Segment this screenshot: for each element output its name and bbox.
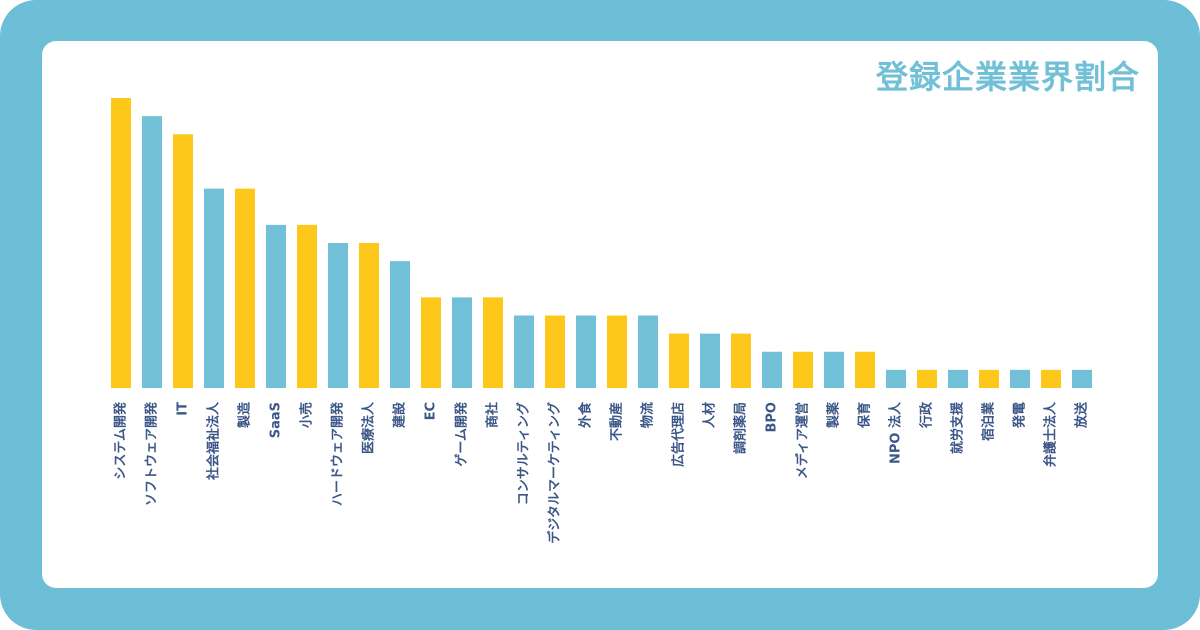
x-tick-label: 放送 [1074, 401, 1090, 429]
x-tick-label: 社会福祉法人 [206, 401, 222, 481]
x-tick-label: 行政 [919, 401, 935, 429]
x-tick-label: 外食 [578, 401, 594, 429]
bar-18 [669, 333, 689, 388]
bar-5 [266, 224, 286, 388]
x-tick-label: 商社 [485, 402, 501, 428]
bar-21 [762, 351, 782, 388]
x-tick-label: 保育 [857, 402, 873, 429]
x-tick-label: 人材 [702, 402, 718, 428]
x-tick-label: 発電 [1012, 402, 1028, 429]
x-tick-label: デジタルマーケティング [547, 402, 563, 544]
x-tick-label: IT [176, 402, 191, 416]
bar-6 [297, 224, 317, 388]
x-tick-label: ゲーム開発 [454, 401, 470, 467]
x-tick-label: コンサルティング [516, 402, 532, 505]
x-tick-label: ソフトウェア開発 [144, 401, 160, 506]
x-tick-label: システム開発 [113, 401, 129, 480]
x-tick-label: メディア運営 [795, 402, 811, 479]
chart-card [42, 41, 1158, 588]
bar-25 [886, 369, 906, 388]
x-tick-label: SaaS [269, 402, 284, 438]
bar-3 [204, 188, 224, 388]
x-tick-label: 広告代理店 [671, 402, 687, 467]
x-tick-label: 製造 [237, 401, 253, 429]
bar-13 [514, 315, 534, 388]
bar-16 [607, 315, 627, 388]
bar-20 [731, 333, 751, 388]
x-tick-label: 調剤薬局 [733, 402, 749, 454]
x-tick-label: 物流 [640, 402, 656, 428]
bar-0 [111, 98, 131, 388]
bar-11 [452, 297, 472, 388]
x-tick-label: 小売 [299, 402, 315, 428]
bar-8 [359, 243, 379, 388]
bar-2 [173, 134, 193, 388]
x-tick-label: 不動産 [609, 402, 625, 441]
bar-7 [328, 243, 348, 388]
bar-12 [483, 297, 503, 388]
bar-30 [1041, 369, 1061, 388]
bar-19 [700, 333, 720, 388]
bar-1 [142, 116, 162, 388]
x-tick-label: 宿泊業 [981, 401, 997, 441]
x-tick-label: ハードウェア開発 [330, 401, 346, 506]
x-tick-label: 就労支援 [950, 401, 966, 454]
x-tick-label: 建設 [392, 401, 408, 428]
bar-23 [824, 351, 844, 388]
x-tick-label: 弁護士法人 [1043, 401, 1059, 467]
chart-title: 登録企業業界割合 [875, 58, 1140, 96]
bar-15 [576, 315, 596, 388]
x-tick-label: 製薬 [826, 401, 842, 429]
bar-28 [979, 369, 999, 388]
bar-4 [235, 188, 255, 388]
bar-27 [948, 369, 968, 388]
bar-24 [855, 351, 875, 388]
bar-9 [390, 261, 410, 388]
bar-14 [545, 315, 565, 388]
bar-10 [421, 297, 441, 388]
bar-26 [917, 369, 937, 388]
x-tick-label: BPO [765, 402, 780, 433]
x-tick-label: 医療法人 [361, 401, 377, 454]
bar-22 [793, 351, 813, 388]
x-tick-label: EC [424, 402, 439, 420]
bar-29 [1010, 369, 1030, 388]
bar-31 [1072, 369, 1092, 388]
bar-17 [638, 315, 658, 388]
x-tick-label: NPO 法人 [888, 401, 904, 464]
